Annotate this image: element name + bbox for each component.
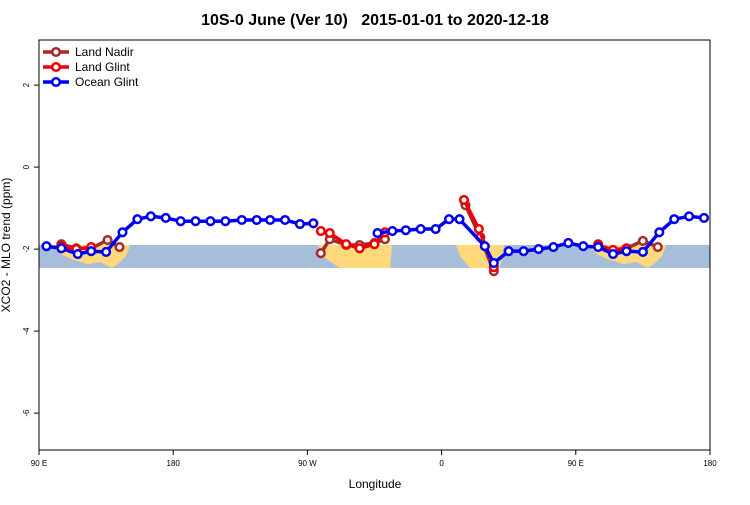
data-point bbox=[132, 214, 143, 225]
data-point bbox=[294, 219, 305, 230]
data-point bbox=[372, 228, 383, 239]
x-tick-label: 0 bbox=[439, 459, 444, 468]
data-point bbox=[518, 246, 529, 257]
legend-marker bbox=[50, 61, 62, 73]
data-point bbox=[324, 228, 335, 239]
data-point bbox=[86, 246, 97, 257]
data-point bbox=[145, 211, 156, 222]
data-point bbox=[458, 194, 470, 205]
data-point bbox=[637, 235, 648, 246]
data-point bbox=[548, 242, 559, 253]
legend-label: Land Nadir bbox=[75, 45, 134, 59]
data-point bbox=[341, 239, 352, 250]
data-point bbox=[117, 227, 128, 238]
data-point bbox=[308, 218, 319, 229]
legend-marker bbox=[50, 76, 62, 88]
data-point bbox=[563, 237, 574, 248]
data-point bbox=[265, 214, 276, 226]
data-point bbox=[652, 242, 663, 253]
data-point bbox=[251, 214, 262, 226]
data-point bbox=[400, 225, 411, 236]
data-point bbox=[41, 241, 52, 252]
data-point bbox=[479, 241, 490, 252]
data-point bbox=[315, 226, 326, 237]
plot-layer: 90 E 180 90 W 0 90 E 180 2 0 -2 -4 -6 Land NadirLan… bbox=[22, 45, 717, 468]
data-point bbox=[533, 244, 544, 255]
x-axis-label: Longitude bbox=[349, 477, 402, 491]
data-point bbox=[205, 216, 216, 227]
data-point bbox=[654, 227, 665, 238]
plot-frame bbox=[38, 39, 711, 451]
data-point bbox=[608, 248, 619, 260]
data-point bbox=[114, 242, 125, 253]
legend-label: Ocean Glint bbox=[75, 75, 139, 89]
chart-title: 10S-0 June (Ver 10) 2015-01-01 to 2020-1… bbox=[201, 12, 549, 29]
data-point bbox=[669, 214, 680, 225]
data-point bbox=[488, 257, 499, 269]
data-point bbox=[430, 223, 441, 235]
y-tick-label: 2 bbox=[22, 82, 31, 87]
data-point bbox=[160, 212, 171, 223]
data-point bbox=[101, 246, 112, 258]
data-point bbox=[444, 214, 455, 225]
data-point bbox=[369, 239, 380, 250]
data-point bbox=[279, 214, 291, 226]
x-tick-label: 90 W bbox=[298, 459, 317, 468]
data-point bbox=[473, 223, 484, 235]
y-tick-label: -2 bbox=[22, 245, 31, 253]
data-point bbox=[415, 223, 426, 235]
data-point bbox=[56, 243, 67, 254]
data-point bbox=[684, 211, 695, 222]
x-tick-label: 90 E bbox=[31, 459, 47, 468]
data-point bbox=[387, 226, 398, 237]
data-point bbox=[236, 214, 247, 226]
y-tick-label: 0 bbox=[22, 164, 31, 169]
data-point bbox=[621, 246, 632, 257]
land bbox=[318, 245, 392, 268]
y-tick-label: -4 bbox=[22, 327, 31, 335]
data-point bbox=[593, 242, 604, 253]
x-tick-label: 180 bbox=[167, 459, 181, 468]
data-point bbox=[637, 246, 648, 258]
data-point bbox=[503, 246, 514, 257]
data-point bbox=[315, 248, 326, 259]
data-point bbox=[190, 216, 201, 227]
x-tick-label: 180 bbox=[703, 459, 717, 468]
y-tick-label: -6 bbox=[22, 409, 31, 417]
legend-marker bbox=[50, 46, 62, 58]
data-point bbox=[454, 214, 465, 225]
data-point bbox=[354, 243, 365, 254]
data-point bbox=[72, 248, 83, 260]
y-axis-label: XCO2 - MLO trend (ppm) bbox=[0, 178, 13, 313]
x-tick-label: 90 E bbox=[568, 459, 584, 468]
data-point bbox=[175, 216, 186, 227]
data-point bbox=[578, 241, 589, 252]
data-point bbox=[102, 235, 113, 246]
data-point bbox=[698, 212, 710, 223]
data-point bbox=[220, 216, 231, 227]
legend-label: Land Glint bbox=[75, 60, 130, 74]
